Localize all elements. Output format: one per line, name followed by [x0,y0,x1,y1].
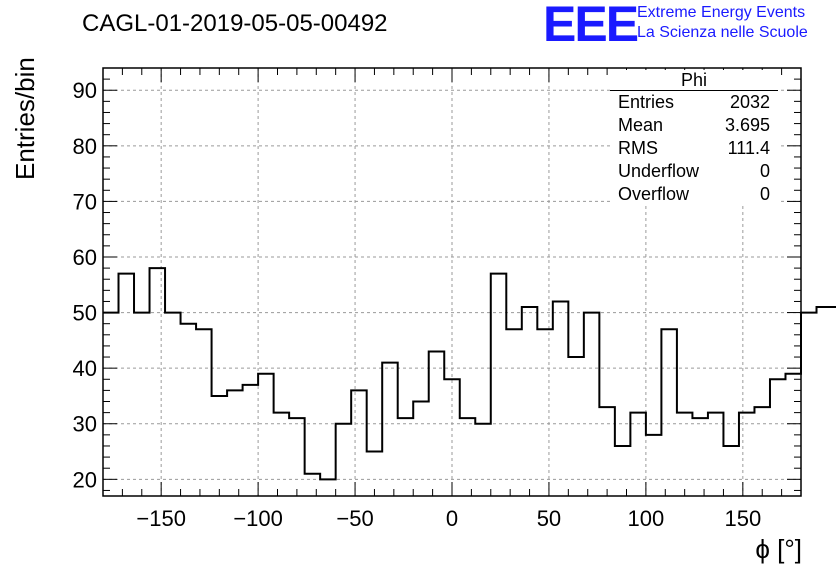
histogram-bin [212,396,228,496]
histogram-bin [677,413,693,496]
histogram-bin [103,313,119,496]
histogram-bin [584,313,600,496]
stats-value: 0 [759,184,770,204]
histogram-bin [398,418,414,496]
stats-value: 3.695 [724,115,770,135]
histogram-bin [320,479,336,496]
stats-value: 111.4 [727,138,770,158]
histogram-bin [429,351,445,496]
histogram-bin [785,374,801,496]
stats-label: Mean [618,115,664,135]
histogram-bin [661,329,677,496]
histogram-bin [599,407,615,496]
histogram-bin [134,313,150,496]
x-tick-label: −50 [336,506,373,531]
y-tick-label: 20 [73,467,97,492]
stats-row-entries: Entries 2032 [610,91,778,114]
histogram-bin [367,452,383,496]
x-tick-label: 50 [537,506,561,531]
stats-box: Phi Entries 2032 Mean 3.695 RMS 111.4 Un… [610,70,778,206]
histogram-bin [289,418,305,496]
histogram-bin [258,374,274,496]
histogram-bin [305,474,321,496]
x-tick-label: 100 [628,506,665,531]
stats-value: 0 [759,161,770,181]
histogram-bin [692,418,708,496]
y-tick-label: 80 [73,134,97,159]
histogram-bin [754,407,770,496]
y-tick-label: 70 [73,189,97,214]
stats-label: RMS [618,138,658,158]
plot-frame [102,67,802,497]
histogram-bin [506,329,522,496]
histogram-bin [708,413,724,496]
histogram-bin [553,301,569,496]
x-tick-label: −100 [233,506,283,531]
stats-row-rms: RMS 111.4 [610,137,778,160]
stats-label: Underflow [618,161,700,181]
stats-row-overflow: Overflow 0 [610,183,778,206]
histogram-bin [491,274,507,496]
histogram-bin [382,363,398,496]
histogram-bin [181,324,197,496]
histogram-bin [522,307,538,496]
histogram-bin [475,424,491,496]
y-axis-label: Entries/bin [10,57,40,180]
y-tick-label: 90 [73,78,97,103]
histogram-series-phi [103,267,836,481]
chart-title: CAGL-01-2019-05-05-00492 [82,10,388,37]
stats-row-mean: Mean 3.695 [610,114,778,137]
x-axis-label: ϕ [°] [755,534,802,564]
histogram-bin [615,446,631,496]
x-tick-label: −150 [136,506,186,531]
histogram-bin [150,268,166,496]
histogram-bin [274,413,290,496]
histogram-bin [739,413,755,496]
stats-value: 2032 [729,92,770,112]
histogram-bin [630,413,646,496]
histogram-bin [444,379,460,496]
histogram-bin [832,307,836,496]
histogram-bin [817,307,833,496]
y-tick-label: 40 [73,356,97,381]
logo-text-line1: Extreme Energy Events [637,4,806,21]
stats-box-title: Phi [610,70,778,91]
histogram-bin [336,424,352,496]
stats-label: Overflow [618,184,690,204]
histogram-bin [460,418,476,496]
histogram-bin [243,385,259,496]
histogram-bin [165,313,181,496]
histogram-bin [568,357,584,496]
y-tick-label: 50 [73,301,97,326]
histogram-bin [119,274,135,496]
stats-row-underflow: Underflow 0 [610,160,778,183]
x-tick-label: 0 [446,506,458,531]
histogram-bin [196,329,212,496]
logo-text-line2: La Scienza nelle Scuole [637,24,808,41]
y-tick-label: 60 [73,245,97,270]
eee-logo: EEE [543,0,639,52]
histogram-bin [770,379,786,496]
histogram-bin [351,390,367,496]
histogram-bin [413,402,429,496]
y-tick-label: 30 [73,412,97,437]
stats-label: Entries [618,92,675,112]
histogram-bin [646,435,662,496]
histogram-bin [537,329,553,496]
x-tick-label: 150 [724,506,761,531]
histogram-bin [801,313,817,496]
histogram-bin [723,446,739,496]
histogram-bin [227,390,243,496]
